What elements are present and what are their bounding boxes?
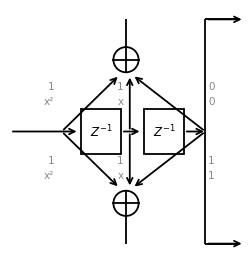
Text: 1: 1 — [208, 155, 214, 165]
Text: x: x — [117, 98, 123, 108]
Text: $Z^{-1}$: $Z^{-1}$ — [89, 123, 112, 140]
Text: x: x — [117, 171, 123, 181]
Text: $Z^{-1}$: $Z^{-1}$ — [152, 123, 175, 140]
Text: 1: 1 — [117, 155, 123, 165]
Text: 1: 1 — [48, 155, 54, 165]
Text: 0: 0 — [208, 82, 214, 92]
Text: x²: x² — [44, 171, 54, 181]
Text: 0: 0 — [208, 98, 214, 108]
Text: 1: 1 — [117, 82, 123, 92]
Bar — [144, 109, 184, 154]
Bar — [81, 109, 121, 154]
Text: x²: x² — [44, 98, 54, 108]
Text: 1: 1 — [48, 82, 54, 92]
Text: 1: 1 — [208, 171, 214, 181]
